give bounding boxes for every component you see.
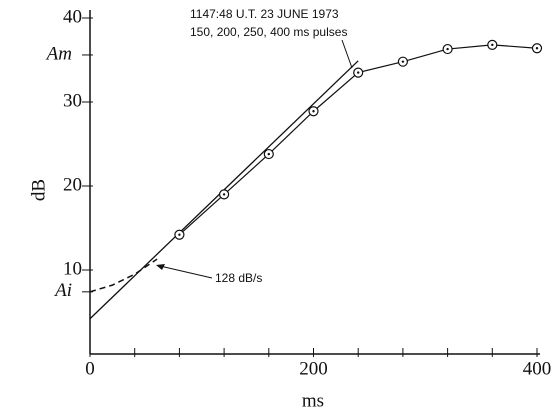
data-point-center: [491, 43, 494, 47]
data-point-center: [312, 110, 315, 113]
arrow-head: [156, 264, 165, 270]
y-tick-label: 10: [63, 258, 82, 279]
data-point-center: [446, 47, 449, 51]
y-axis-label: dB: [28, 179, 49, 201]
y-tick-label: 40: [63, 6, 82, 27]
data-point-center: [401, 60, 405, 63]
fit-label: 128 dB/s: [215, 271, 262, 285]
data-point-center: [267, 152, 270, 156]
x-tick-label: 0: [85, 358, 95, 379]
data-point-center: [178, 233, 181, 236]
x-axis-label: ms: [302, 390, 324, 411]
annotation: 1147:48 U.T. 23 JUNE 1973: [190, 7, 339, 21]
leader-line: [341, 39, 353, 69]
data-point-center: [357, 71, 360, 74]
y-tick-label: Am: [45, 43, 72, 64]
dashed-curve: [89, 258, 158, 293]
x-tick-label: 400: [523, 358, 552, 379]
data-point-center: [222, 193, 226, 196]
x-tick-label: 200: [299, 358, 328, 379]
y-tick-label: Ai: [53, 280, 72, 301]
y-tick-label: 30: [63, 90, 82, 111]
data-point-center: [535, 47, 539, 50]
annotation: 150, 200, 250, 400 ms pulses: [190, 25, 347, 39]
y-tick-label: 20: [63, 174, 82, 195]
arrow-line: [159, 265, 213, 279]
